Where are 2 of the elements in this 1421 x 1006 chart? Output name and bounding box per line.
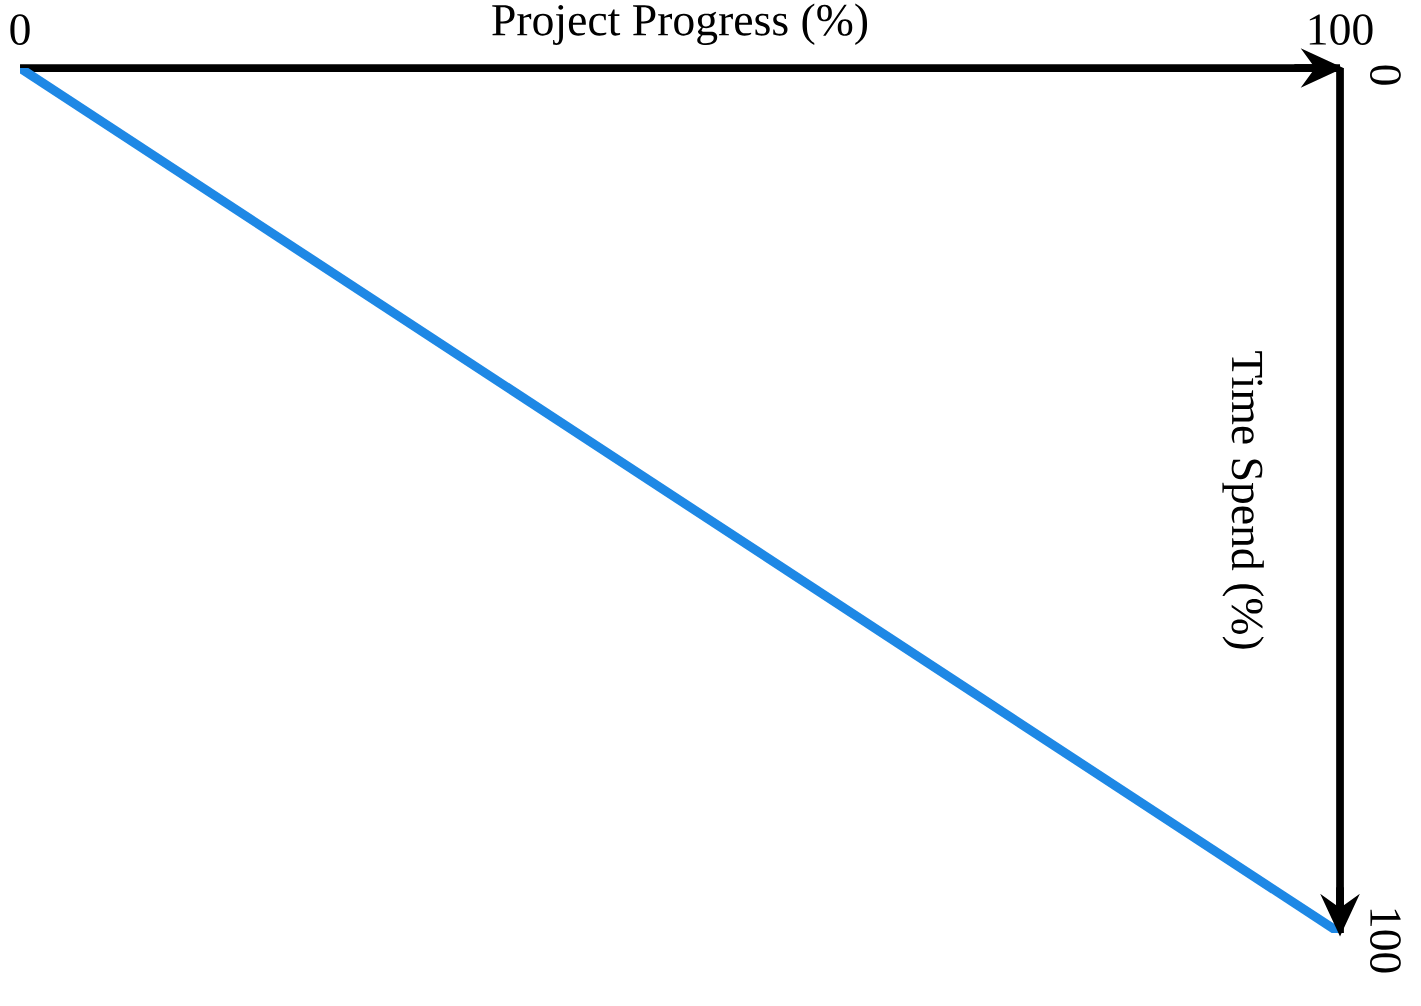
y-axis-title: Time Spend (%) (1222, 351, 1264, 649)
x-axis-title: Project Progress (%) (492, 3, 868, 46)
